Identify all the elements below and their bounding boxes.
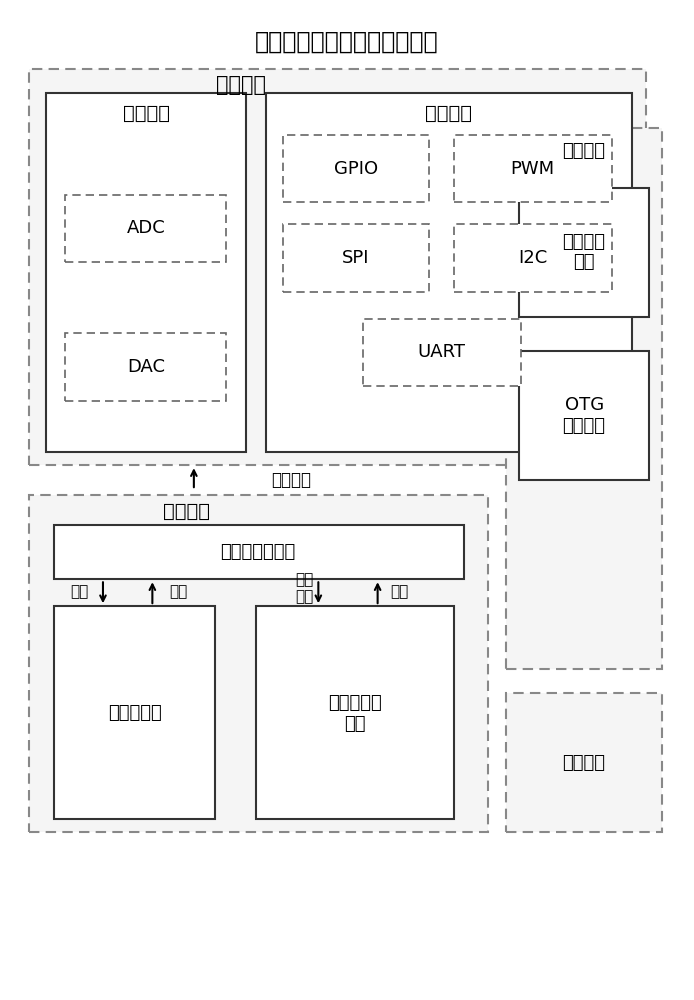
Text: 固件重构子模块: 固件重构子模块	[221, 543, 296, 561]
Text: 通信模块: 通信模块	[563, 142, 606, 160]
FancyBboxPatch shape	[506, 693, 662, 832]
Text: 模拟接口: 模拟接口	[123, 104, 170, 123]
FancyBboxPatch shape	[266, 93, 632, 452]
FancyBboxPatch shape	[29, 495, 489, 832]
FancyBboxPatch shape	[282, 224, 429, 292]
Text: 读取: 读取	[169, 584, 187, 599]
Text: 蓝牙无线
通信: 蓝牙无线 通信	[563, 233, 606, 271]
FancyBboxPatch shape	[506, 128, 662, 669]
Text: 写入: 写入	[70, 584, 88, 599]
Text: 固件可重构的数据采集控制器: 固件可重构的数据采集控制器	[255, 30, 439, 54]
Text: PWM: PWM	[511, 160, 555, 178]
Text: SPI: SPI	[342, 249, 370, 267]
Text: UART: UART	[418, 343, 466, 361]
FancyBboxPatch shape	[29, 69, 646, 465]
Text: 微控制器: 微控制器	[217, 75, 266, 95]
Text: DAC: DAC	[128, 358, 165, 376]
FancyBboxPatch shape	[53, 525, 464, 579]
FancyBboxPatch shape	[65, 195, 226, 262]
FancyBboxPatch shape	[53, 606, 214, 819]
FancyBboxPatch shape	[65, 333, 226, 401]
Text: 程序
跳转: 程序 跳转	[296, 572, 314, 604]
Text: 数字接口: 数字接口	[425, 104, 472, 123]
FancyBboxPatch shape	[519, 351, 650, 480]
FancyBboxPatch shape	[46, 93, 246, 452]
Text: OTG
有线通信: OTG 有线通信	[563, 396, 606, 435]
FancyBboxPatch shape	[363, 319, 521, 386]
FancyBboxPatch shape	[519, 188, 650, 317]
FancyBboxPatch shape	[454, 224, 612, 292]
Text: 固件模块: 固件模块	[164, 502, 210, 521]
FancyBboxPatch shape	[282, 135, 429, 202]
Text: 烧写: 烧写	[390, 584, 409, 599]
Text: 功能支撑: 功能支撑	[271, 471, 311, 489]
Text: I2C: I2C	[518, 249, 548, 267]
Text: 采集控制子
模块: 采集控制子 模块	[328, 694, 382, 733]
FancyBboxPatch shape	[454, 135, 612, 202]
Text: ADC: ADC	[127, 219, 166, 237]
Text: 电源模块: 电源模块	[563, 754, 606, 772]
Text: GPIO: GPIO	[334, 160, 378, 178]
FancyBboxPatch shape	[256, 606, 454, 819]
Text: 标记子模块: 标记子模块	[108, 704, 162, 722]
